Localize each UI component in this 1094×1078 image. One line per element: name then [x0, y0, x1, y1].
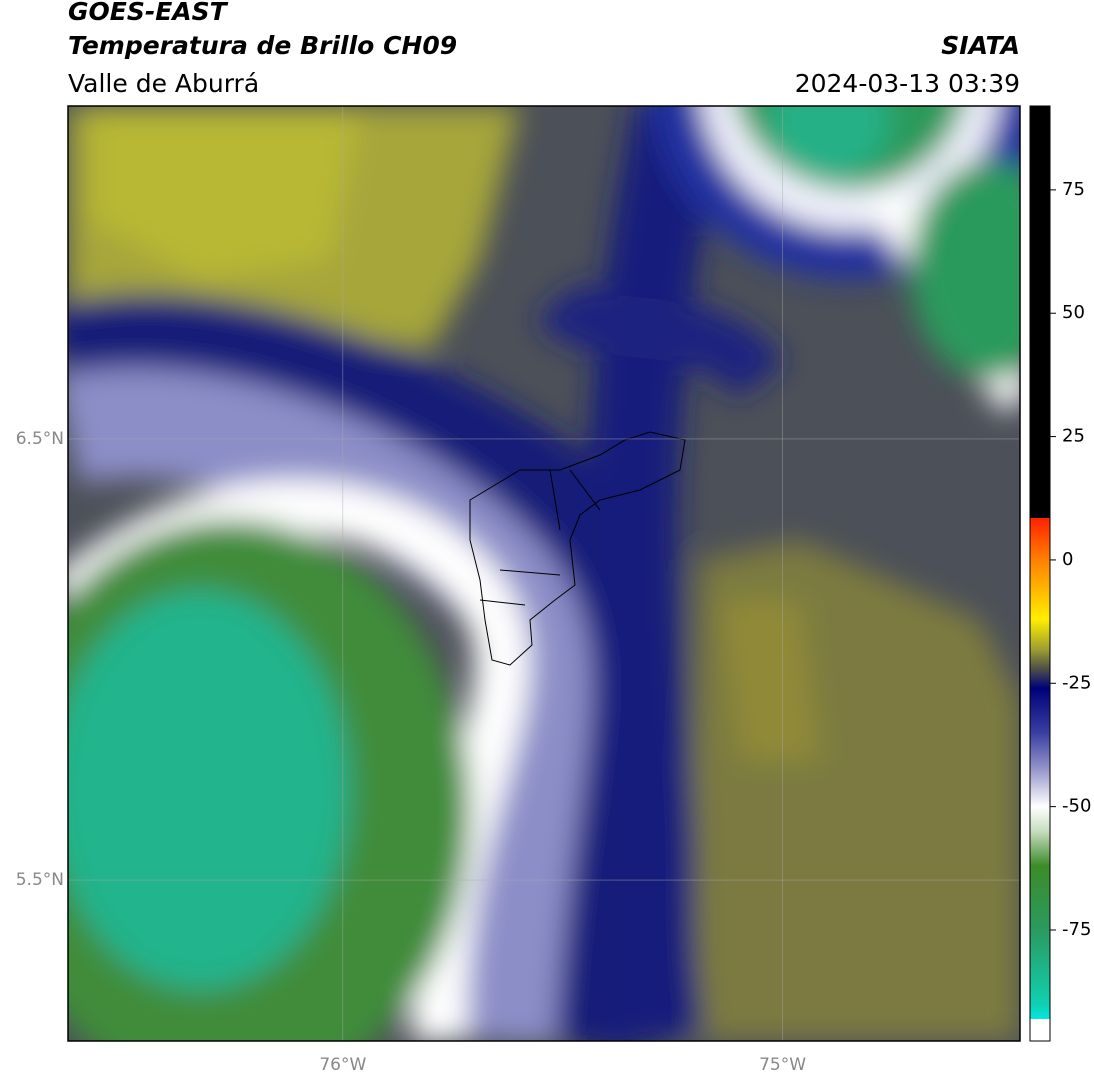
lon-label: 75°W [759, 1055, 806, 1075]
lon-label: 76°W [319, 1055, 366, 1075]
region: Valle de Aburrá [68, 69, 259, 98]
timestamp: 2024-03-13 03:39 [795, 69, 1020, 98]
colorbar [1029, 105, 1051, 1042]
subtitle: Temperatura de Brillo CH09 [68, 31, 457, 60]
colorbar-tick-label: -75 [1062, 919, 1091, 940]
colorbar-tick-label: 50 [1062, 302, 1085, 323]
colorbar-tick-label: 75 [1062, 179, 1085, 200]
colorbar-tick-label: -25 [1062, 672, 1091, 693]
colorbar-tick-label: -50 [1062, 796, 1091, 817]
map-imagery [68, 106, 1020, 1041]
title: GOES-EAST [68, 0, 229, 26]
colorbar-tick-label: 25 [1062, 426, 1085, 447]
lat-label: 6.5°N [16, 429, 64, 449]
map-frame [67, 105, 1021, 1042]
colorbar-tick-label: 0 [1062, 549, 1073, 570]
lat-label: 5.5°N [16, 870, 64, 890]
source: SIATA [941, 31, 1020, 60]
